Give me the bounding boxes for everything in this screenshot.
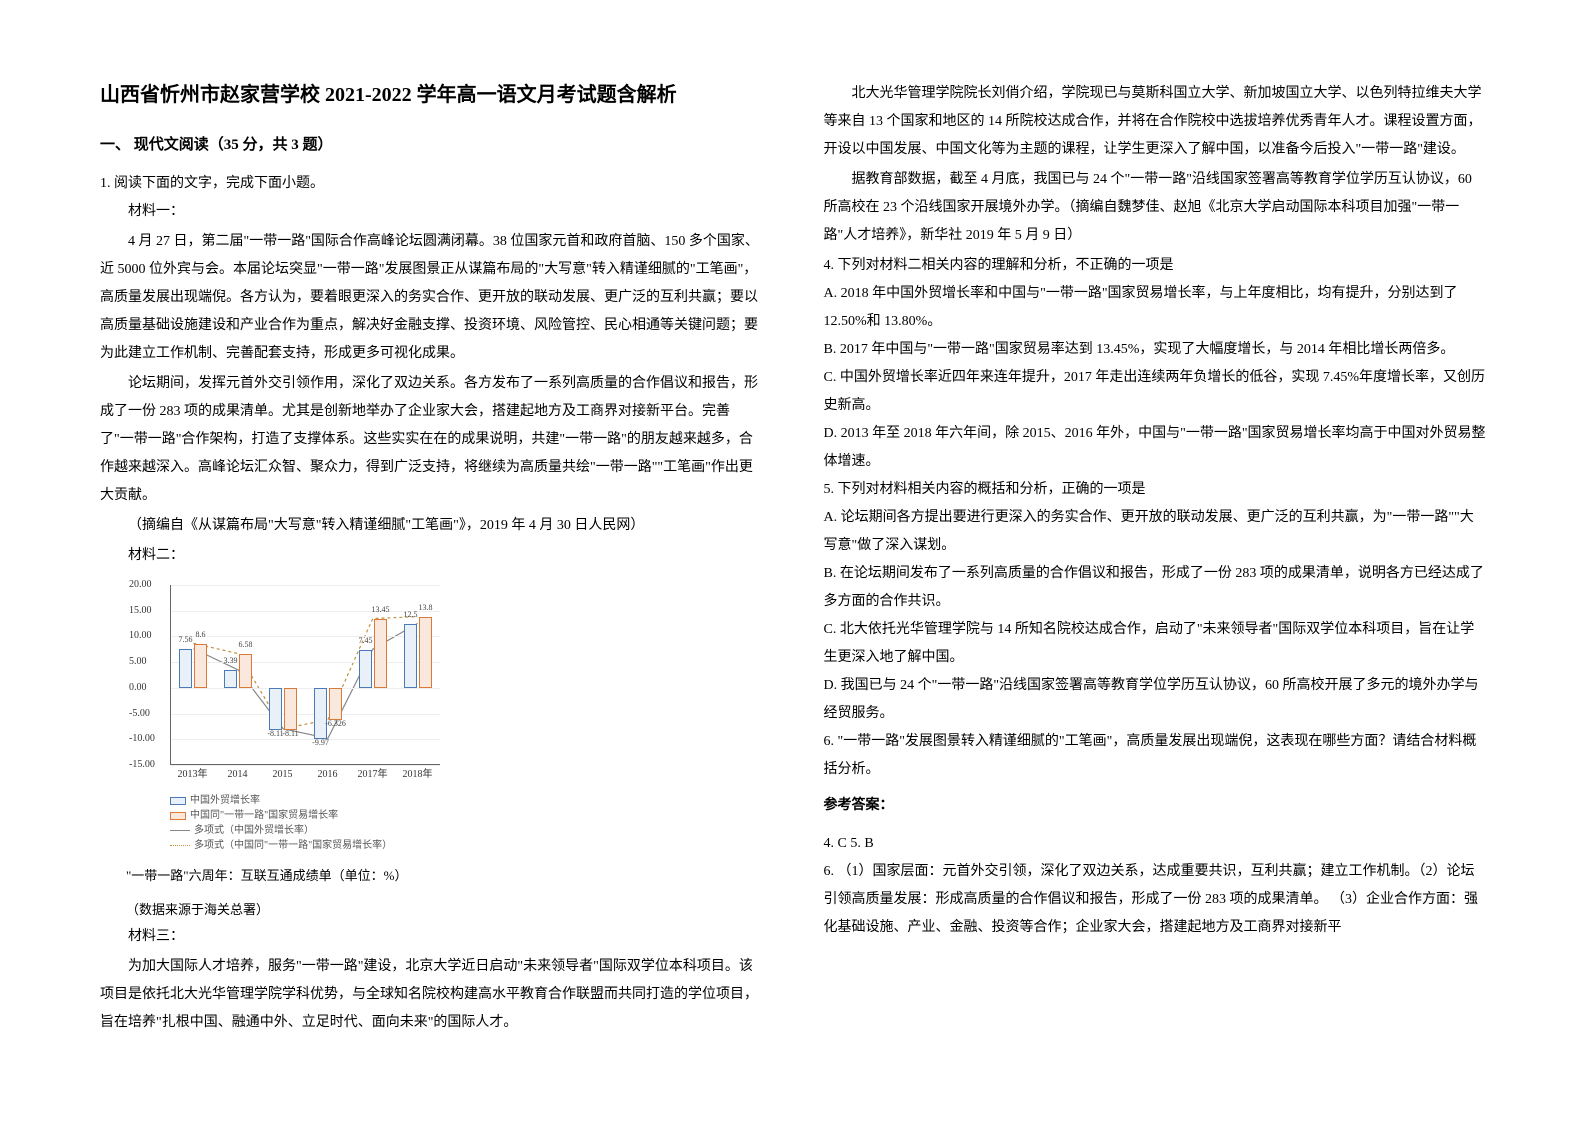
answer-4-5: 4. C 5. B [824,830,1488,858]
option-4d: D. 2013 年至 2018 年六年间，除 2015、2016 年外，中国与"… [824,420,1488,476]
option-4c: C. 中国外贸增长率近四年来连年提升，2017 年走出连续两年负增长的低谷，实现… [824,364,1488,420]
material1-p2: 论坛期间，发挥元首外交引领作用，深化了双边关系。各方发布了一系列高质量的合作倡议… [100,370,764,510]
answer-6: 6. （1）国家层面：元首外交引领，深化了双边关系，达成重要共识，互利共赢；建立… [824,858,1488,942]
x-axis-labels: 2013年2014201520162017年2018年 [170,765,440,785]
legend-item-1: 中国外贸增长率 [170,793,440,808]
left-column: 山西省忻州市赵家营学校 2021-2022 学年高一语文月考试题含解析 一、 现… [100,80,764,1062]
chart-caption-2: （数据来源于海关总署） [100,897,764,923]
option-5a: A. 论坛期间各方提出要进行更深入的务实合作、更开放的联动发展、更广泛的互利共赢… [824,504,1488,560]
page-title: 山西省忻州市赵家营学校 2021-2022 学年高一语文月考试题含解析 [100,80,764,110]
material1-label: 材料一： [100,198,764,226]
option-4a: A. 2018 年中国外贸增长率和中国与"一带一路"国家贸易增长率，与上年度相比… [824,280,1488,336]
legend-item-2: 中国同"一带一路"国家贸易增长率 [170,808,440,823]
material3-p1: 为加大国际人才培养，服务"一带一路"建设，北京大学近日启动"未来领导者"国际双学… [100,953,764,1037]
question-4: 4. 下列对材料二相关内容的理解和分析，不正确的一项是 [824,252,1488,280]
question-intro: 1. 阅读下面的文字，完成下面小题。 [100,170,764,198]
legend-item-4: 多项式（中国同"一带一路"国家贸易增长率） [170,838,440,853]
right-column: 北大光华管理学院院长刘俏介绍，学院现已与莫斯科国立大学、新加坡国立大学、以色列特… [824,80,1488,1062]
option-4b: B. 2017 年中国与"一带一路"国家贸易率达到 13.45%，实现了大幅度增… [824,336,1488,364]
option-5b: B. 在论坛期间发布了一系列高质量的合作倡议和报告，形成了一份 283 项的成果… [824,560,1488,616]
material2-label: 材料二： [100,542,764,570]
chart-caption-1: "一带一路"六周年：互联互通成绩单（单位：%） [100,863,764,889]
chart-area: -15.00-10.00-5.000.005.0010.0015.0020.00… [170,585,440,765]
chart-container: -15.00-10.00-5.000.005.0010.0015.0020.00… [130,585,440,853]
material3-p3: 据教育部数据，截至 4 月底，我国已与 24 个"一带一路"沿线国家签署高等教育… [824,166,1488,250]
section-header: 一、 现代文阅读（35 分，共 3 题） [100,130,764,160]
chart-legend: 中国外贸增长率 中国同"一带一路"国家贸易增长率 多项式（中国外贸增长率） 多项… [170,793,440,853]
material3-p2: 北大光华管理学院院长刘俏介绍，学院现已与莫斯科国立大学、新加坡国立大学、以色列特… [824,80,1488,164]
option-5d: D. 我国已与 24 个"一带一路"沿线国家签署高等教育学位学历互认协议，60 … [824,672,1488,728]
question-5: 5. 下列对材料相关内容的概括和分析，正确的一项是 [824,476,1488,504]
option-5c: C. 北大依托光华管理学院与 14 所知名院校达成合作，启动了"未来领导者"国际… [824,616,1488,672]
legend-item-3: 多项式（中国外贸增长率） [170,823,440,838]
answer-label: 参考答案： [824,792,1488,820]
trend-lines [171,585,440,764]
material3-label: 材料三： [100,923,764,951]
material1-source: （摘编自《从谋篇布局"大写意"转入精谨细腻"工笔画"》，2019 年 4 月 3… [100,512,764,540]
material1-p1: 4 月 27 日，第二届"一带一路"国际合作高峰论坛圆满闭幕。38 位国家元首和… [100,228,764,368]
question-6: 6. "一带一路"发展图景转入精谨细腻的"工笔画"，高质量发展出现端倪，这表现在… [824,728,1488,784]
